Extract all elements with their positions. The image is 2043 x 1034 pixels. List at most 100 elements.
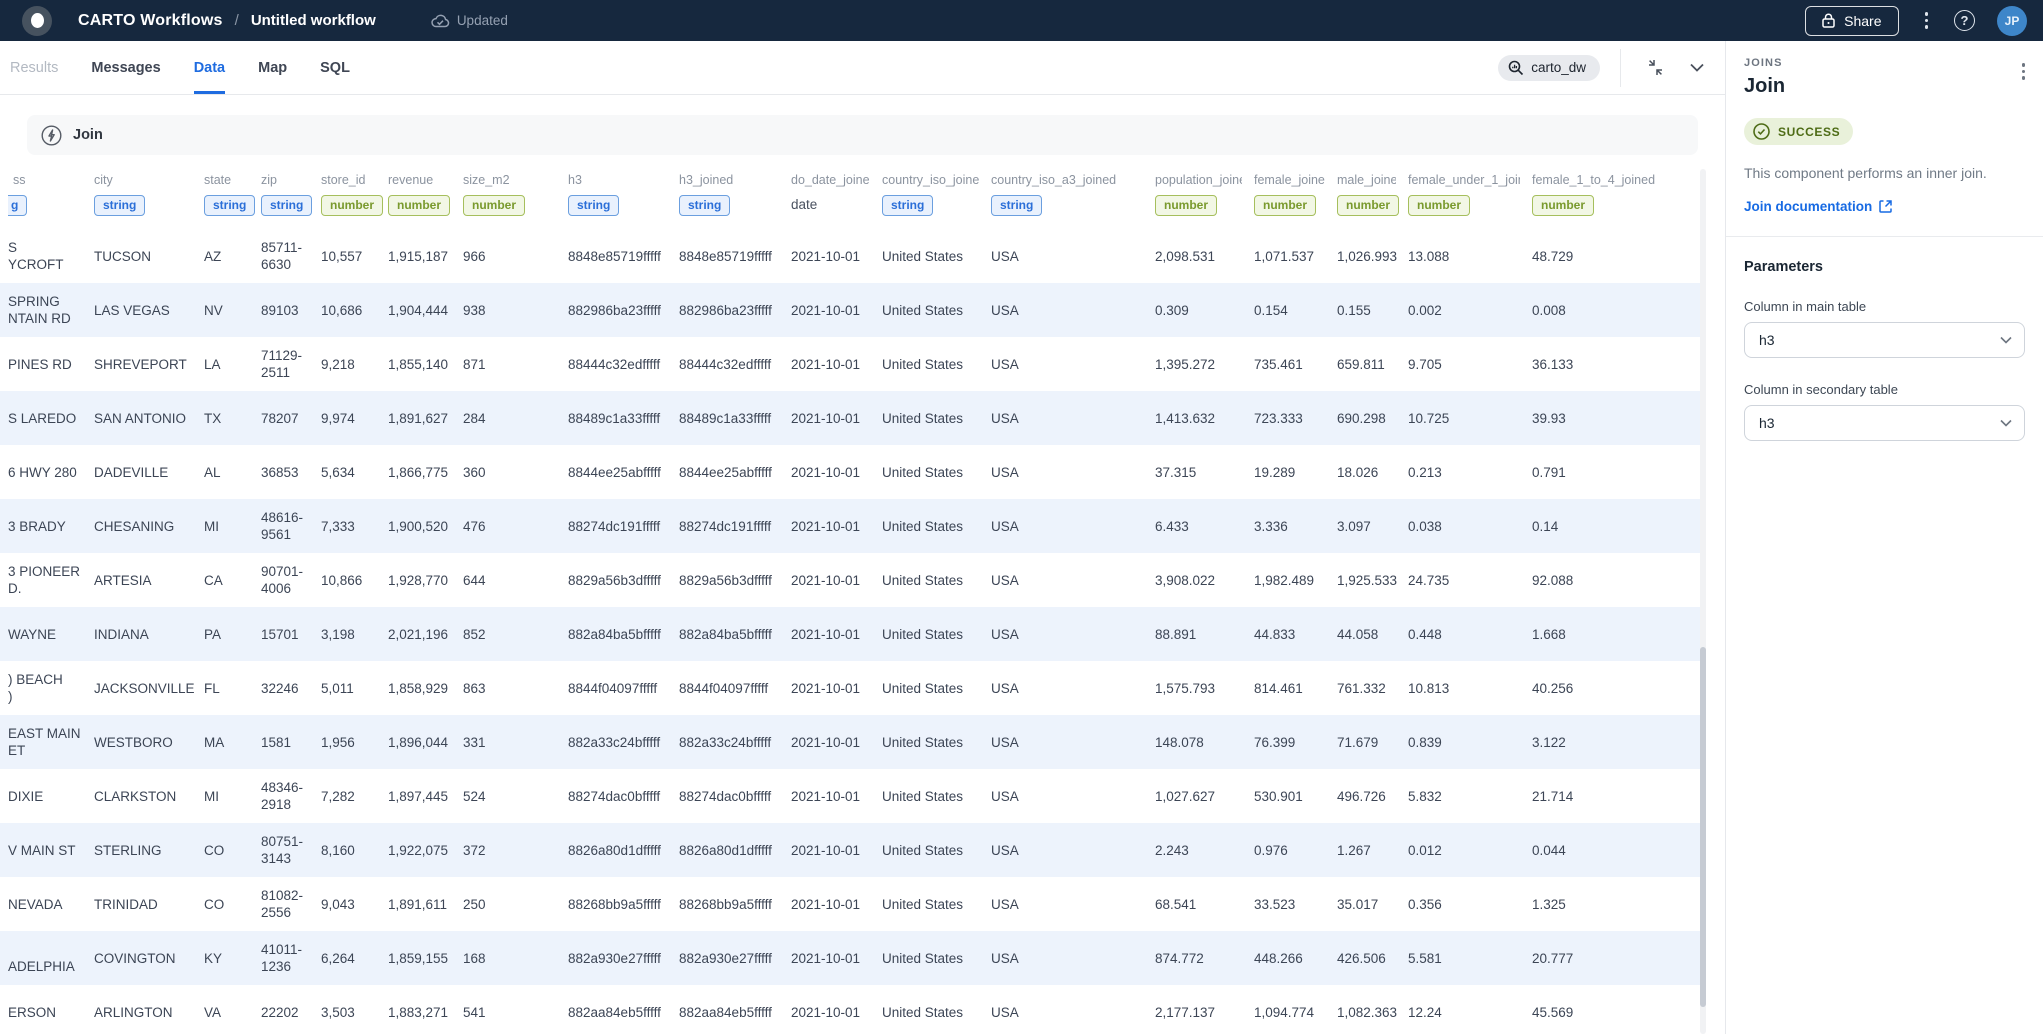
header-kebab-menu-icon[interactable] [1921, 8, 1933, 33]
table-cell: 882a930e27fffff [568, 931, 679, 985]
table-cell: USA [991, 896, 1019, 912]
table-cell: CHESANING [94, 499, 204, 553]
table-row[interactable]: WAYNE INDIANA PA 15701 3,198 2,021,196 852 882a… [0, 607, 1700, 661]
table-cell: 0.976 [1254, 823, 1337, 877]
column-header-female_1_to_4_joined[interactable]: female_1_to_4_joined number [1532, 169, 1700, 229]
table-row[interactable]: PINES RD SHREVEPORT LA 71129- 2511 9,218 1,85… [0, 337, 1700, 391]
table-cell: 8829a56b3dfffff [679, 572, 772, 588]
table-cell: 0.356 [1408, 896, 1442, 912]
column-header-revenue[interactable]: revenue number [388, 169, 463, 229]
column-header-h3[interactable]: h3 string [568, 169, 679, 229]
avatar[interactable]: JP [1997, 5, 2027, 36]
column-header-country_iso_a3_joined[interactable]: country_iso_a3_joined string [991, 169, 1155, 229]
table-row[interactable]: NEVADA TRINIDAD CO 81082- 2556 9,043 1,891,61… [0, 877, 1700, 931]
table-cell: 88489c1a33fffff [679, 391, 791, 445]
column-label: city [94, 173, 113, 187]
type-badge: number [388, 195, 451, 216]
column-header-size_m2[interactable]: size_m2 number [463, 169, 568, 229]
type-badge: number [321, 195, 384, 216]
tab-results[interactable]: Results [10, 59, 59, 76]
parameters-title: Parameters [1744, 259, 1823, 275]
table-cell: 6,264 [321, 931, 388, 985]
type-badge: string [261, 195, 313, 216]
table-cell: 2021-10-01 [791, 680, 861, 696]
type-badge: number [463, 195, 526, 216]
table-row[interactable]: SPRING NTAIN RD LAS VEGAS NV 89103 10,686 1,9… [0, 283, 1700, 337]
column-header-store_id[interactable]: store_id number [321, 169, 388, 229]
table-cell: 0.154 [1254, 283, 1337, 337]
table-cell: WAYNE [0, 607, 94, 661]
main-column-select[interactable]: h3 [1744, 322, 2025, 358]
table-cell: 8848e85719fffff [568, 248, 661, 264]
carto-logo-icon [22, 5, 52, 36]
table-cell: 36853 [261, 464, 299, 480]
table-row[interactable]: ) BEACH ) JACKSONVILLE FL 32246 5,011 1,858,9… [0, 661, 1700, 715]
table-cell: 2021-10-01 [791, 788, 861, 804]
table-cell: 1,027.627 [1155, 788, 1216, 804]
panel-kebab-menu-icon[interactable] [2018, 59, 2030, 84]
column-header-address[interactable]: ss g [0, 169, 94, 229]
documentation-link[interactable]: Join documentation [1744, 199, 1892, 214]
column-header-city[interactable]: city string [94, 169, 204, 229]
collapse-panel-icon[interactable] [1641, 54, 1669, 82]
column-header-country_iso_joined[interactable]: country_iso_joined string [882, 169, 991, 229]
column-header-h3_joined[interactable]: h3_joined string [679, 169, 791, 229]
tab-sql[interactable]: SQL [320, 59, 350, 76]
connection-pill[interactable]: carto_dw [1498, 54, 1600, 81]
table-cell: 882aa84eb5fffff [568, 1004, 661, 1020]
documentation-link-label: Join documentation [1744, 199, 1873, 214]
vertical-scrollbar-thumb[interactable] [1700, 647, 1706, 1007]
table-cell: S YCROFT [8, 240, 64, 272]
table-cell: 524 [463, 788, 486, 804]
secondary-column-value: h3 [1759, 415, 1775, 431]
table-row[interactable]: ERSON ARLINGTON VA 22202 3,503 1,883,271 541 88… [0, 985, 1700, 1034]
secondary-column-select[interactable]: h3 [1744, 405, 2025, 441]
table-row[interactable]: 6 HWY 280 DADEVILLE AL 36853 5,634 1,866,775 3… [0, 445, 1700, 499]
column-label: country_iso_a3_joined [991, 173, 1117, 187]
column-header-do_date_joined[interactable]: do_date_joined date [791, 169, 882, 229]
tab-data[interactable]: Data [193, 41, 226, 94]
column-header-female_joined[interactable]: female_joined number [1254, 169, 1337, 229]
table-cell: 7,333 [321, 499, 388, 553]
table-cell: 5,634 [321, 464, 355, 480]
table-row[interactable]: S YCROFT TUCSON AZ 85711- 6630 10,557 1,915,1… [0, 229, 1700, 283]
tab-map[interactable]: Map [258, 59, 288, 76]
table-cell: 1,897,445 [388, 788, 449, 804]
table-cell: 1.325 [1532, 896, 1566, 912]
table-cell: USA [991, 715, 1155, 769]
table-cell: United States [882, 931, 991, 985]
chevron-down-icon[interactable] [1683, 54, 1711, 82]
column-header-state[interactable]: state string [204, 169, 261, 229]
table-cell: 40.256 [1532, 680, 1574, 696]
table-row[interactable]: ADELPHIA COVINGTON KY 41011- 1236 6,264 1,859… [0, 931, 1700, 985]
table-cell: 0.008 [1532, 283, 1700, 337]
connection-label: carto_dw [1531, 60, 1586, 75]
table-cell: 530.901 [1254, 788, 1303, 804]
table-cell: 32246 [261, 680, 299, 696]
table-row[interactable]: EAST MAIN ET WESTBORO MA 1581 1,956 1,896,044… [0, 715, 1700, 769]
help-icon[interactable]: ? [1954, 10, 1975, 31]
table-row[interactable]: 3 PIONEER D. ARTESIA CA 90701- 4006 10,866 1,… [0, 553, 1700, 607]
table-cell: 9,218 [321, 356, 355, 372]
table-row[interactable]: 3 BRADY CHESANING MI 48616- 9561 7,333 1,900,… [0, 499, 1700, 553]
table-cell: FL [204, 680, 220, 696]
table-cell: 966 [463, 248, 486, 264]
vertical-scrollbar-track[interactable] [1700, 169, 1706, 1034]
table-cell: USA [991, 1004, 1019, 1020]
workflow-title[interactable]: Untitled workflow [250, 12, 376, 29]
table-row[interactable]: S LAREDO SAN ANTONIO TX 78207 9,974 1,891,627… [0, 391, 1700, 445]
table-cell: AZ [204, 248, 222, 264]
table-cell: United States [882, 464, 964, 480]
table-row[interactable]: DIXIE CLARKSTON MI 48346- 2918 7,282 1,897,44… [0, 769, 1700, 823]
table-cell: 659.811 [1337, 356, 1385, 372]
table-row[interactable]: V MAIN ST STERLING CO 80751- 3143 8,160 1,922… [0, 823, 1700, 877]
tab-messages[interactable]: Messages [91, 59, 161, 76]
table-cell: 20.777 [1532, 931, 1700, 985]
column-header-zip[interactable]: zip string [261, 169, 321, 229]
share-button[interactable]: Share [1805, 5, 1899, 36]
join-section-header[interactable]: Join [27, 115, 1698, 155]
table-cell: 1,866,775 [388, 464, 449, 480]
